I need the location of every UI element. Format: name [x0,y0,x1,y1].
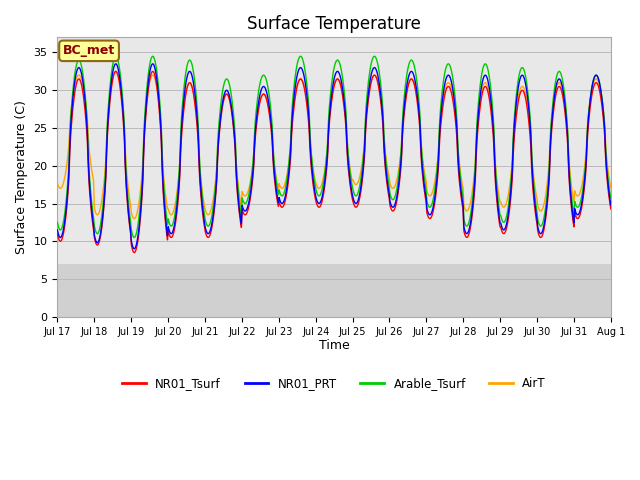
Title: Surface Temperature: Surface Temperature [247,15,421,33]
Bar [58,264,611,317]
Legend: NR01_Tsurf, NR01_PRT, Arable_Tsurf, AirT: NR01_Tsurf, NR01_PRT, Arable_Tsurf, AirT [118,372,550,395]
X-axis label: Time: Time [319,339,349,352]
Text: BC_met: BC_met [63,44,115,57]
Y-axis label: Surface Temperature (C): Surface Temperature (C) [15,100,28,254]
